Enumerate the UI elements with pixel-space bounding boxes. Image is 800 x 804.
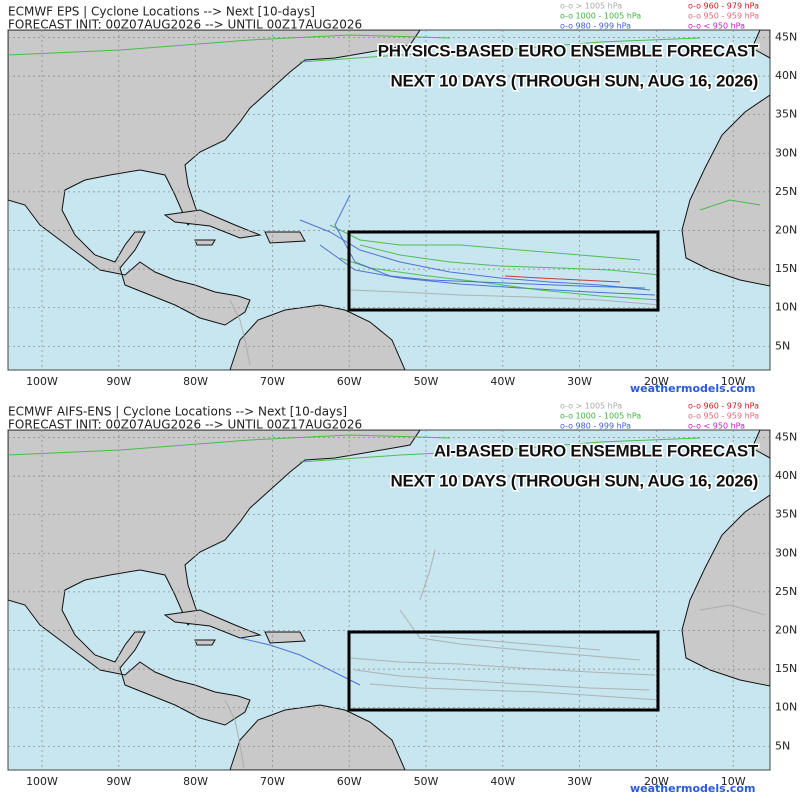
latitude-label: 35N <box>775 508 797 521</box>
latitude-label: 5N <box>775 739 790 752</box>
axis-labels: 100W 90W 80W 70W 60W 50W 40W 30W 20W 10W 45N 40N 35N… <box>26 31 797 389</box>
longitude-label: 30W <box>567 775 592 788</box>
credit: weathermodels.com <box>630 782 755 795</box>
legend-entry: o-o > 1005 hPa <box>560 402 622 411</box>
legend-entry: o-o > 1005 hPa <box>560 2 622 11</box>
longitude-label: 80W <box>183 375 208 388</box>
longitude-label: 20W <box>644 375 669 388</box>
latitude-label: 30N <box>775 546 797 559</box>
panel: ECMWF EPS | Cyclone Locations --> Next [… <box>7 2 797 395</box>
longitude-label: 80W <box>183 775 208 788</box>
longitude-label: 40W <box>490 375 515 388</box>
legend-entry: o-o 980 - 999 hPa <box>560 422 631 431</box>
overlay-title: NEXT 10 DAYS (THROUGH SUN, AUG 16, 2026) <box>391 71 758 90</box>
focus-box <box>347 630 660 712</box>
header-line: ECMWF EPS | Cyclone Locations --> Next [… <box>8 5 315 19</box>
axis-labels: 100W 90W 80W 70W 60W 50W 40W 30W 20W 10W 45N 40N 35N… <box>26 431 797 789</box>
longitude-label: 100W <box>26 775 58 788</box>
legend-entry: o-o 960 - 979 hPa <box>688 2 759 11</box>
longitude-label: 50W <box>414 375 439 388</box>
longitude-label: 100W <box>26 375 58 388</box>
longitude-label: 40W <box>490 775 515 788</box>
focus-box <box>347 230 660 312</box>
header-line: FORECAST INIT: 00Z07AUG2026 --> UNTIL 00… <box>8 418 362 432</box>
latitude-label: 20N <box>775 624 797 637</box>
latitude-label: 5N <box>775 339 790 352</box>
latitude-label: 35N <box>775 108 797 121</box>
latitude-label: 25N <box>775 585 797 598</box>
latitude-label: 15N <box>775 262 797 275</box>
legend-entry: o-o 980 - 999 hPa <box>560 22 631 31</box>
header-line: FORECAST INIT: 00Z07AUG2026 --> UNTIL 00… <box>8 18 362 32</box>
panel: ECMWF AIFS-ENS | Cyclone Locations --> N… <box>7 402 797 795</box>
longitude-label: 50W <box>414 775 439 788</box>
longitude-label: 30W <box>567 375 592 388</box>
header-line: ECMWF AIFS-ENS | Cyclone Locations --> N… <box>8 405 347 419</box>
tracks <box>8 34 761 366</box>
overlay-title: PHYSICS-BASED EURO ENSEMBLE FORECAST <box>378 41 759 60</box>
latitude-label: 40N <box>775 469 797 482</box>
legend-entry: o-o 950 - 959 hPa <box>688 12 759 21</box>
legend-entry: o-o 950 - 959 hPa <box>688 412 759 421</box>
legend-entry: o-o 1000 - 1005 hPa <box>560 12 641 21</box>
map-area <box>8 30 770 370</box>
longitude-label: 90W <box>106 775 131 788</box>
longitude-label: 70W <box>260 775 285 788</box>
longitude-label: 20W <box>644 775 669 788</box>
credit: weathermodels.com <box>630 382 755 395</box>
longitude-label: 60W <box>337 775 362 788</box>
legend-entry: o-o 960 - 979 hPa <box>688 402 759 411</box>
tracks <box>8 434 766 769</box>
latitude-label: 10N <box>775 701 797 714</box>
legend-entry: o-o 1000 - 1005 hPa <box>560 412 641 421</box>
latitude-label: 25N <box>775 185 797 198</box>
legend-entry: o-o < 950 hPa <box>688 422 745 431</box>
longitude-label: 70W <box>260 375 285 388</box>
latitude-label: 45N <box>775 31 797 44</box>
latitude-label: 30N <box>775 146 797 159</box>
overlay-title: NEXT 10 DAYS (THROUGH SUN, AUG 16, 2026) <box>391 471 758 490</box>
latitude-label: 45N <box>775 431 797 444</box>
longitude-label: 10W <box>721 775 746 788</box>
longitude-label: 90W <box>106 375 131 388</box>
longitude-label: 60W <box>337 375 362 388</box>
legend-entry: o-o < 950 hPa <box>688 22 745 31</box>
latitude-label: 20N <box>775 224 797 237</box>
latitude-label: 10N <box>775 301 797 314</box>
latitude-label: 40N <box>775 69 797 82</box>
overlay-title: AI-BASED EURO ENSEMBLE FORECAST <box>434 441 759 460</box>
latitude-label: 15N <box>775 662 797 675</box>
longitude-label: 10W <box>721 375 746 388</box>
